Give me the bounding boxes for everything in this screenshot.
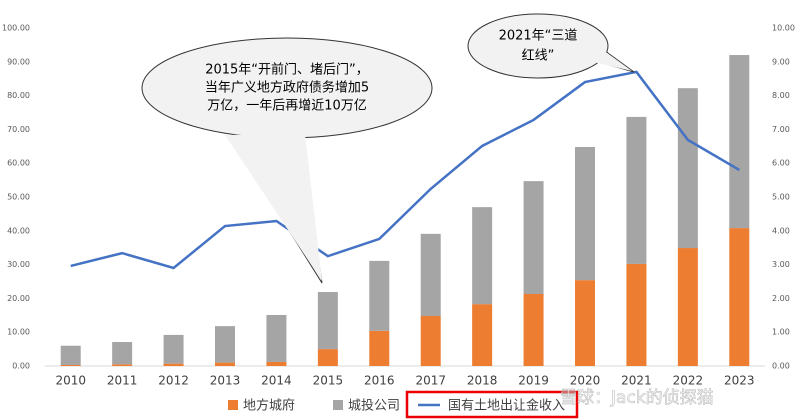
bar xyxy=(112,342,133,365)
bar xyxy=(677,248,698,366)
legend-swatch xyxy=(228,400,238,410)
bar xyxy=(266,314,287,362)
highlight-box xyxy=(405,390,579,419)
x-tick-label: 2012 xyxy=(158,374,189,388)
bar xyxy=(317,349,338,366)
y-tick-label: 70.00 xyxy=(7,125,30,134)
x-tick-label: 2013 xyxy=(210,374,241,388)
x-tick-label: 2017 xyxy=(415,374,446,388)
bar xyxy=(317,291,338,350)
x-tick-label: 2014 xyxy=(261,374,292,388)
bar xyxy=(472,207,493,305)
bar xyxy=(163,363,184,366)
y2-tick-label: 3.00 xyxy=(772,260,790,269)
bar xyxy=(472,304,493,366)
bar xyxy=(215,326,235,363)
bar xyxy=(523,181,544,295)
y2-tick-label: 9.00 xyxy=(772,57,790,66)
y-tick-label: 50.00 xyxy=(7,193,30,202)
x-tick-label: 2020 xyxy=(570,374,601,388)
x-tick-label: 2010 xyxy=(55,374,86,388)
callout-text: 当年广义地方政府债务增加5 xyxy=(205,80,369,96)
y-tick-label: 100.00 xyxy=(2,24,30,33)
y-tick-label: 80.00 xyxy=(7,91,30,100)
y2-tick-label: 4.00 xyxy=(772,226,790,235)
legend-label: 城投公司 xyxy=(348,398,400,414)
line xyxy=(70,70,740,270)
x-tick-label: 2015 xyxy=(313,374,344,388)
x-tick-label: 2023 xyxy=(724,374,755,388)
legend-swatch xyxy=(333,400,343,410)
bar xyxy=(575,146,595,281)
y2-tick-label: 10.00 xyxy=(772,24,795,33)
x-tick-label: 2021 xyxy=(621,374,652,388)
bar xyxy=(575,280,595,366)
callouts: 2015年“开前门、堵后门”， 当年广义地方政府债务增加5 万亿，一年后再增近10万… xyxy=(141,13,714,408)
y-tick-label: 20.00 xyxy=(7,294,30,303)
bar xyxy=(60,345,81,365)
x-tick-label: 2011 xyxy=(107,374,138,388)
bar xyxy=(369,330,390,366)
y2-tick-label: 1.00 xyxy=(772,328,790,337)
bar xyxy=(626,116,647,264)
x-tick-label: 2019 xyxy=(518,374,549,388)
legend-label: 国有土地出让金收入 xyxy=(448,398,565,414)
y2-tick-label: 0.00 xyxy=(772,362,790,371)
bar xyxy=(523,294,544,366)
bar xyxy=(215,362,235,366)
x-tick-label: 2018 xyxy=(467,374,498,388)
y-tick-label: 40.00 xyxy=(7,226,30,235)
bar xyxy=(729,228,750,366)
callout-text: 2015年“开前门、堵后门”， xyxy=(205,62,369,78)
y2-tick-label: 8.00 xyxy=(772,91,790,100)
callout-text: 万亿，一年后再增近10万亿 xyxy=(207,99,367,114)
bar xyxy=(163,334,184,364)
y2-tick-label: 7.00 xyxy=(772,125,790,134)
y-tick-label: 60.00 xyxy=(7,159,30,168)
bar xyxy=(626,263,647,366)
bar xyxy=(729,55,750,229)
watermark: 雪球：Jack的侦探猫 xyxy=(560,388,714,408)
bar xyxy=(266,361,287,366)
y2-tick-label: 5.00 xyxy=(772,193,790,202)
callout-text: 红线” xyxy=(522,48,555,64)
bar xyxy=(369,260,390,331)
x-tick-label: 2022 xyxy=(673,374,704,388)
callout-bubble xyxy=(467,13,609,79)
y-tick-label: 0.00 xyxy=(12,362,30,371)
y-tick-label: 30.00 xyxy=(7,260,30,269)
legend-label: 地方城府 xyxy=(243,398,295,414)
callout-tail-fill xyxy=(225,134,322,281)
bar xyxy=(112,364,133,366)
x-tick-label: 2016 xyxy=(364,374,395,388)
bar xyxy=(60,364,81,366)
callout-tail-fill xyxy=(585,42,632,71)
bar xyxy=(420,233,441,316)
bar xyxy=(677,88,698,249)
y-tick-label: 90.00 xyxy=(7,57,30,66)
y2-tick-label: 2.00 xyxy=(772,294,790,303)
callout-text: 2021年“三道 xyxy=(499,29,578,44)
y2-tick-label: 6.00 xyxy=(772,159,790,168)
y-tick-label: 10.00 xyxy=(7,328,30,337)
bar xyxy=(420,315,441,366)
